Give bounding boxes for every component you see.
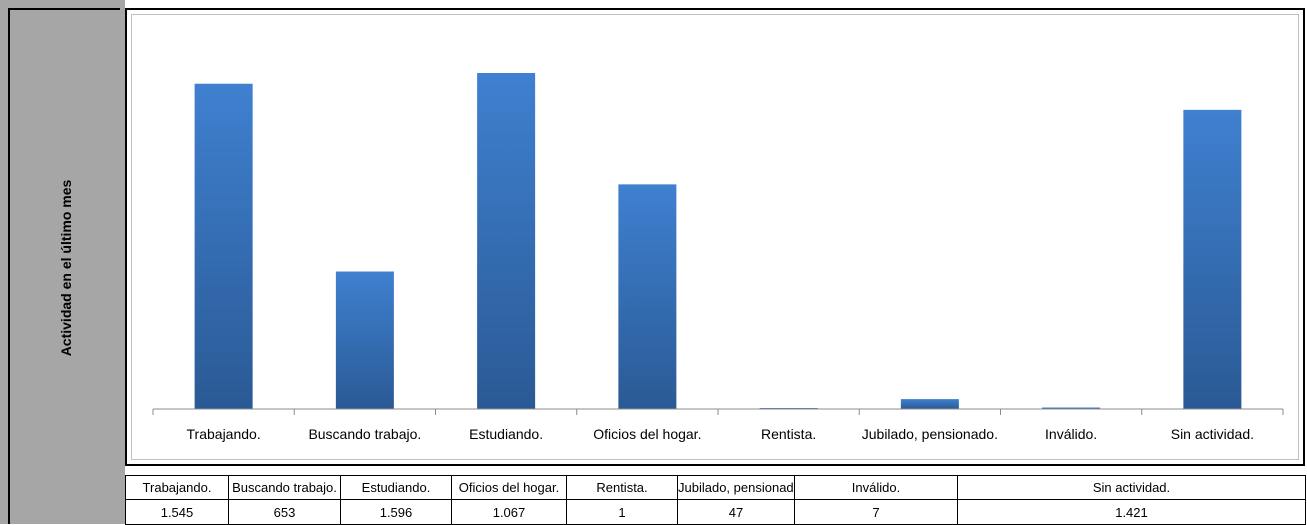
- table-header-cell: Trabajando.: [125, 475, 229, 500]
- table-header-row: Trabajando. Buscando trabajo. Estudiando…: [125, 475, 1306, 500]
- x-tick-label: Estudiando.: [469, 426, 543, 442]
- table-header-cell: Rentista.: [566, 475, 678, 500]
- table-header-cell: Jubilado, pensionado.: [677, 475, 795, 500]
- bar-chart: Trabajando. Buscando trabajo. Estudiando. O…: [152, 73, 1284, 442]
- data-table: Trabajando. Buscando trabajo. Estudiando…: [125, 475, 1306, 525]
- table-value-cell: 47: [677, 499, 795, 525]
- table-value-cell: 1.067: [451, 499, 567, 525]
- table-value-cell: 1: [566, 499, 678, 525]
- table-header-cell: Estudiando.: [340, 475, 452, 500]
- side-label: Actividad en el último mes: [58, 179, 74, 357]
- table-header-cell: Inválido.: [794, 475, 958, 500]
- bar-inválido: [1042, 407, 1101, 409]
- bar-buscando-trabajo: [335, 271, 394, 409]
- chart-area: Trabajando. Buscando trabajo. Estudiando. O…: [131, 14, 1299, 460]
- table-value-cell: 7: [794, 499, 958, 525]
- x-tick-label: Jubilado, pensionado.: [862, 426, 998, 442]
- table-value-cell: 1.421: [957, 499, 1306, 525]
- bar-trabajando: [194, 83, 253, 409]
- x-tick-label: Inválido.: [1045, 426, 1097, 442]
- table-header-cell: Buscando trabajo.: [228, 475, 341, 500]
- chart-frame: Trabajando. Buscando trabajo. Estudiando. O…: [125, 8, 1305, 466]
- table-value-row: 1.545 653 1.596 1.067 1 47 7 1.421: [125, 499, 1306, 525]
- x-tick-label: Sin actividad.: [1171, 426, 1254, 442]
- bar-oficios-del-hogar: [618, 184, 677, 409]
- bar-estudiando: [477, 73, 536, 409]
- sidebar-panel: Actividad en el último mes: [0, 0, 125, 524]
- table-header-cell: Sin actividad.: [957, 475, 1306, 500]
- table-header-cell: Oficios del hogar.: [451, 475, 567, 500]
- x-tick-label: Oficios del hogar.: [593, 426, 701, 442]
- x-tick-label: Trabajando.: [187, 426, 261, 442]
- sidebar-frame: [8, 8, 120, 524]
- table-value-cell: 1.545: [125, 499, 229, 525]
- x-tick-label: Rentista.: [761, 426, 816, 442]
- x-tick-label: Buscando trabajo.: [308, 426, 421, 442]
- bar-sin-actividad: [1183, 109, 1242, 409]
- table-value-cell: 653: [228, 499, 341, 525]
- bar-jubilado-pensionado: [900, 399, 959, 409]
- table-value-cell: 1.596: [340, 499, 452, 525]
